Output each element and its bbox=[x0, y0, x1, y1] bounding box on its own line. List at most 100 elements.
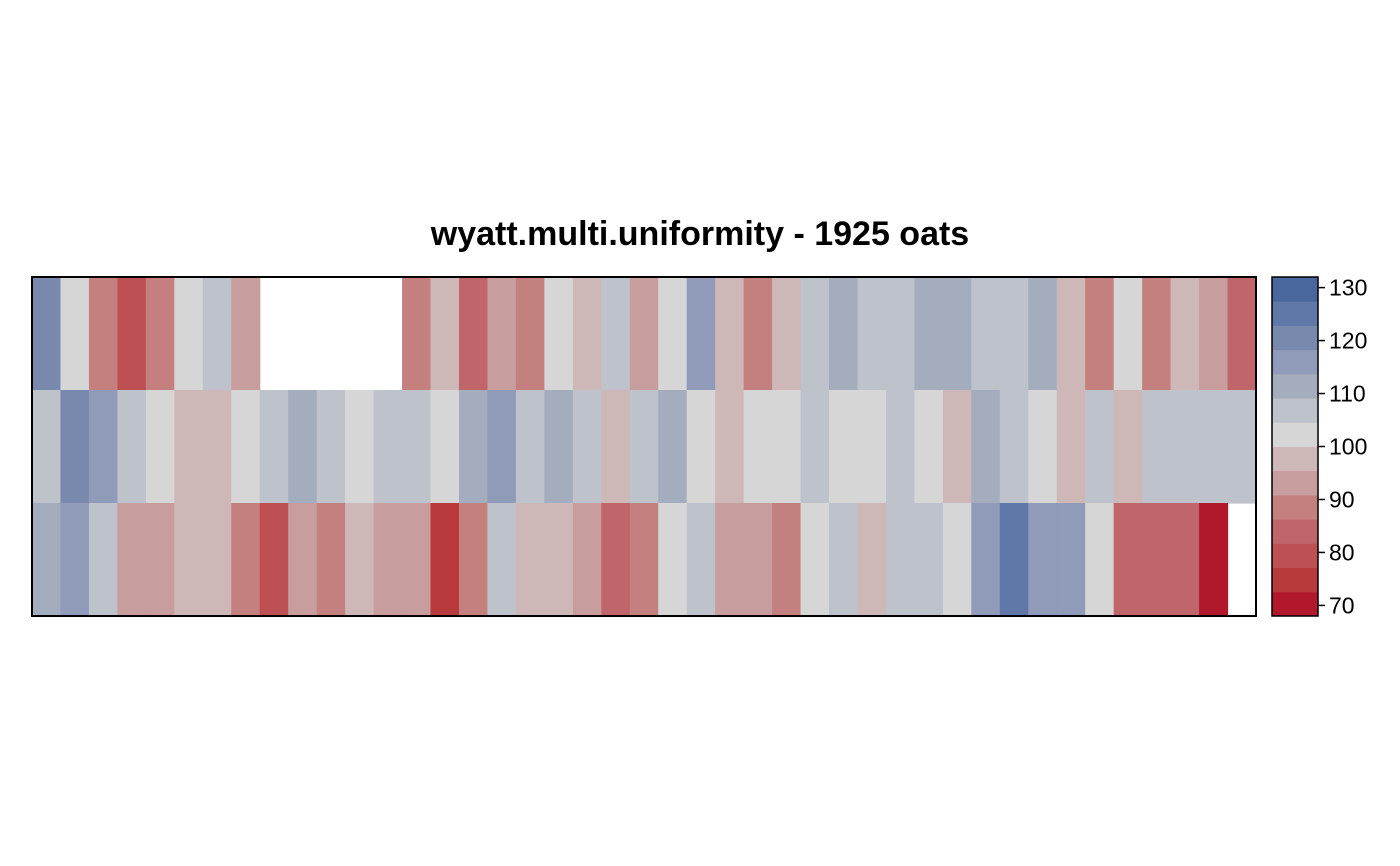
heatmap-cell bbox=[1113, 390, 1143, 504]
heatmap-cell bbox=[999, 503, 1029, 617]
heatmap-cell bbox=[914, 503, 944, 617]
heatmap-cell bbox=[857, 277, 887, 391]
heatmap-cell bbox=[572, 277, 602, 391]
heatmap-cell bbox=[629, 503, 659, 617]
colorbar-swatch bbox=[1272, 398, 1318, 423]
heatmap-cell bbox=[316, 390, 346, 504]
heatmap-cell bbox=[1142, 277, 1172, 391]
colorbar-tick-label: 90 bbox=[1329, 486, 1355, 512]
heatmap-cell bbox=[885, 503, 916, 617]
colorbar-tick-label: 120 bbox=[1329, 328, 1367, 354]
heatmap-cell bbox=[515, 390, 545, 504]
heatmap-cell bbox=[800, 277, 830, 391]
heatmap-cell bbox=[800, 390, 830, 504]
heatmap-cell bbox=[430, 390, 460, 504]
colorbar-tick-label: 130 bbox=[1329, 275, 1367, 301]
heatmap-cell bbox=[829, 277, 859, 391]
heatmap-cell bbox=[487, 390, 517, 504]
heatmap-cell bbox=[32, 503, 62, 617]
heatmap-cell bbox=[202, 277, 232, 391]
heatmap-cell bbox=[1227, 277, 1257, 391]
heatmap-cell bbox=[857, 503, 887, 617]
heatmap-cell bbox=[373, 390, 403, 504]
heatmap-cell bbox=[1227, 390, 1257, 504]
colorbar-swatch bbox=[1272, 349, 1318, 375]
heatmap-cell bbox=[885, 277, 916, 391]
heatmap-cell bbox=[430, 503, 460, 617]
heatmap-cell bbox=[259, 390, 289, 504]
colorbar-tick-label: 100 bbox=[1329, 434, 1367, 460]
colorbar: 70 80 90 100 110 120 130 bbox=[1271, 275, 1367, 618]
colorbar-swatch bbox=[1272, 446, 1318, 472]
heatmap-cell bbox=[487, 277, 517, 391]
heatmap-cell bbox=[1085, 503, 1115, 617]
heatmap-cell bbox=[1056, 503, 1086, 617]
heatmap-cell bbox=[174, 390, 204, 504]
heatmap-cell bbox=[202, 503, 232, 617]
heatmap-cell bbox=[88, 390, 118, 504]
heatmap-cell bbox=[259, 503, 289, 617]
heatmap-cell bbox=[772, 277, 802, 391]
heatmap-cell bbox=[1113, 503, 1143, 617]
heatmap-cell bbox=[942, 390, 972, 504]
colorbar-swatch bbox=[1272, 373, 1318, 399]
heatmap-cell bbox=[117, 277, 147, 391]
heatmap-cell bbox=[914, 390, 944, 504]
heatmap-cell bbox=[743, 277, 773, 391]
heatmap-cell bbox=[1085, 277, 1115, 391]
heatmap-cell bbox=[1056, 390, 1086, 504]
heatmap-cell bbox=[544, 390, 574, 504]
heatmap-cell bbox=[174, 503, 204, 617]
colorbar-swatch bbox=[1272, 519, 1318, 544]
heatmap-cell bbox=[658, 503, 688, 617]
colorbar-tick-label: 70 bbox=[1329, 592, 1355, 618]
heatmap-cell bbox=[1085, 390, 1115, 504]
heatmap-cell bbox=[373, 503, 403, 617]
heatmap-cell bbox=[1028, 277, 1058, 391]
heatmap-cell bbox=[430, 277, 460, 391]
heatmap-cell bbox=[601, 503, 631, 617]
heatmap-cell bbox=[971, 390, 1001, 504]
heatmap-cell bbox=[1028, 390, 1058, 504]
heatmap-cell bbox=[971, 277, 1001, 391]
heatmap-cell bbox=[715, 277, 745, 391]
heatmap-cell bbox=[316, 503, 346, 617]
heatmap-cells bbox=[32, 277, 1257, 617]
heatmap-cell bbox=[345, 503, 375, 617]
heatmap-cell bbox=[857, 390, 887, 504]
heatmap-cell bbox=[32, 277, 62, 391]
heatmap-cell bbox=[145, 277, 175, 391]
heatmap-cell bbox=[572, 390, 602, 504]
heatmap-cell bbox=[572, 503, 602, 617]
heatmap-cell bbox=[686, 277, 716, 391]
chart-title: wyatt.multi.uniformity - 1925 oats bbox=[430, 215, 969, 253]
heatmap-cell bbox=[1142, 390, 1172, 504]
colorbar-swatch bbox=[1272, 422, 1318, 447]
heatmap-cell bbox=[743, 390, 773, 504]
heatmap-cell bbox=[1056, 277, 1086, 391]
heatmap-cell bbox=[658, 277, 688, 391]
heatmap-cell bbox=[999, 277, 1029, 391]
heatmap-cell bbox=[1199, 503, 1229, 617]
heatmap-cell bbox=[971, 503, 1001, 617]
heatmap-cell bbox=[117, 390, 147, 504]
colorbar-swatch bbox=[1272, 591, 1318, 617]
heatmap-cell bbox=[402, 390, 432, 504]
heatmap-cell bbox=[402, 277, 432, 391]
heatmap-cell bbox=[772, 503, 802, 617]
heatmap-cell bbox=[829, 503, 859, 617]
heatmap-cell bbox=[88, 503, 118, 617]
colorbar-swatch bbox=[1272, 494, 1318, 520]
heatmap-cell bbox=[1199, 390, 1229, 504]
heatmap-cell bbox=[515, 277, 545, 391]
heatmap-cell bbox=[60, 390, 90, 504]
heatmap-cell bbox=[231, 277, 261, 391]
heatmap-cell bbox=[885, 390, 916, 504]
colorbar-swatch bbox=[1272, 567, 1318, 593]
heatmap-cell bbox=[1113, 277, 1143, 391]
heatmap-cell bbox=[629, 277, 659, 391]
heatmap-cell bbox=[174, 277, 204, 391]
heatmap-frame bbox=[31, 276, 1257, 617]
heatmap-cell bbox=[1142, 503, 1172, 617]
